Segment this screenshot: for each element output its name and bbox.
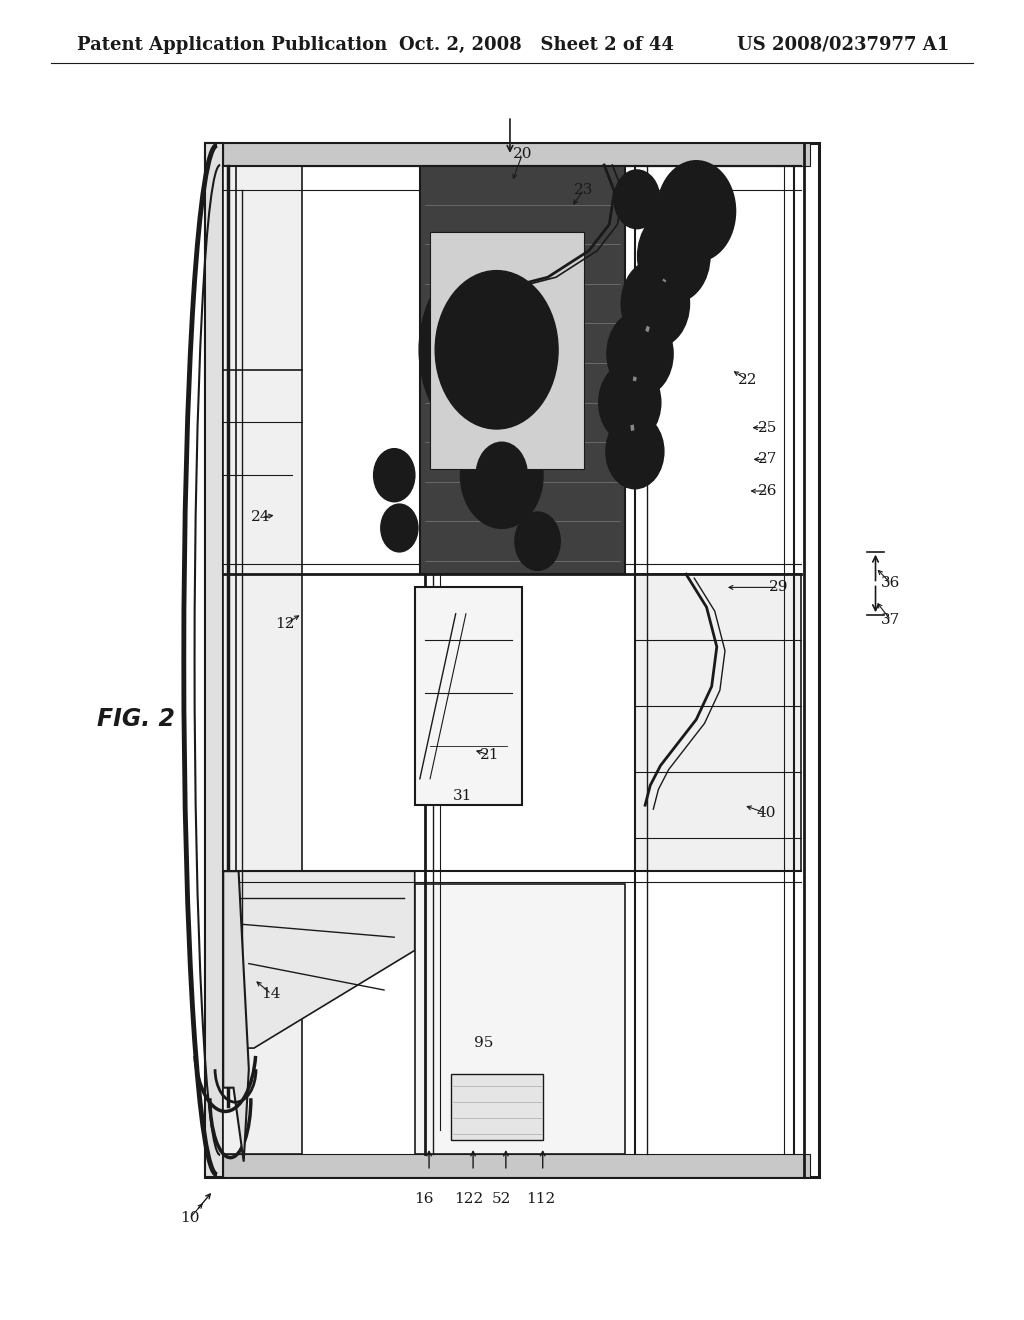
Text: 26: 26	[758, 484, 778, 498]
Circle shape	[665, 244, 683, 268]
Circle shape	[632, 343, 648, 364]
Circle shape	[381, 504, 418, 552]
Circle shape	[435, 271, 558, 429]
Polygon shape	[420, 166, 625, 574]
Text: 25: 25	[759, 421, 777, 434]
Circle shape	[687, 199, 707, 223]
Polygon shape	[635, 574, 801, 871]
Text: Patent Application Publication: Patent Application Publication	[77, 36, 387, 54]
Polygon shape	[223, 871, 249, 1162]
Circle shape	[599, 363, 660, 442]
Polygon shape	[205, 143, 223, 1177]
Circle shape	[675, 183, 718, 239]
Text: 36: 36	[882, 577, 900, 590]
Circle shape	[625, 183, 649, 215]
Text: 31: 31	[454, 789, 472, 803]
Circle shape	[647, 293, 664, 314]
Text: US 2008/0237977 A1: US 2008/0237977 A1	[737, 36, 949, 54]
Text: 52: 52	[493, 1192, 511, 1205]
Text: Oct. 2, 2008   Sheet 2 of 44: Oct. 2, 2008 Sheet 2 of 44	[399, 36, 674, 54]
Circle shape	[420, 251, 573, 449]
Circle shape	[628, 442, 642, 461]
Circle shape	[622, 260, 689, 347]
Polygon shape	[451, 1074, 543, 1140]
Circle shape	[515, 512, 560, 570]
Circle shape	[374, 449, 415, 502]
Polygon shape	[223, 143, 810, 166]
Text: 37: 37	[882, 614, 900, 627]
Text: 12: 12	[274, 618, 295, 631]
Circle shape	[614, 170, 659, 228]
Circle shape	[476, 442, 527, 508]
Text: 21: 21	[479, 748, 500, 762]
Circle shape	[461, 422, 543, 528]
Circle shape	[620, 432, 650, 471]
Text: 10: 10	[179, 1212, 200, 1225]
Circle shape	[606, 414, 664, 488]
Text: FIG. 2: FIG. 2	[97, 708, 175, 731]
Polygon shape	[223, 166, 302, 1154]
Polygon shape	[223, 871, 415, 1048]
Polygon shape	[415, 884, 625, 1154]
Polygon shape	[205, 143, 819, 1177]
Text: 24: 24	[251, 511, 271, 524]
Text: 40: 40	[756, 807, 776, 820]
Text: 112: 112	[526, 1192, 555, 1205]
Circle shape	[638, 210, 710, 302]
Text: 22: 22	[737, 374, 758, 387]
Text: 27: 27	[759, 453, 777, 466]
Polygon shape	[415, 587, 522, 805]
Circle shape	[622, 393, 637, 412]
Text: 20: 20	[512, 148, 532, 161]
Text: 14: 14	[261, 987, 282, 1001]
Text: 29: 29	[768, 581, 788, 594]
Circle shape	[471, 317, 522, 383]
Text: 122: 122	[455, 1192, 483, 1205]
Polygon shape	[430, 232, 584, 469]
Text: 95: 95	[474, 1036, 493, 1049]
Polygon shape	[223, 1154, 810, 1177]
Circle shape	[637, 280, 674, 327]
Circle shape	[657, 161, 735, 261]
Text: 16: 16	[414, 1192, 434, 1205]
Circle shape	[622, 330, 658, 378]
Text: 23: 23	[574, 183, 593, 197]
Circle shape	[654, 231, 693, 281]
Circle shape	[612, 381, 647, 425]
Circle shape	[607, 312, 673, 396]
